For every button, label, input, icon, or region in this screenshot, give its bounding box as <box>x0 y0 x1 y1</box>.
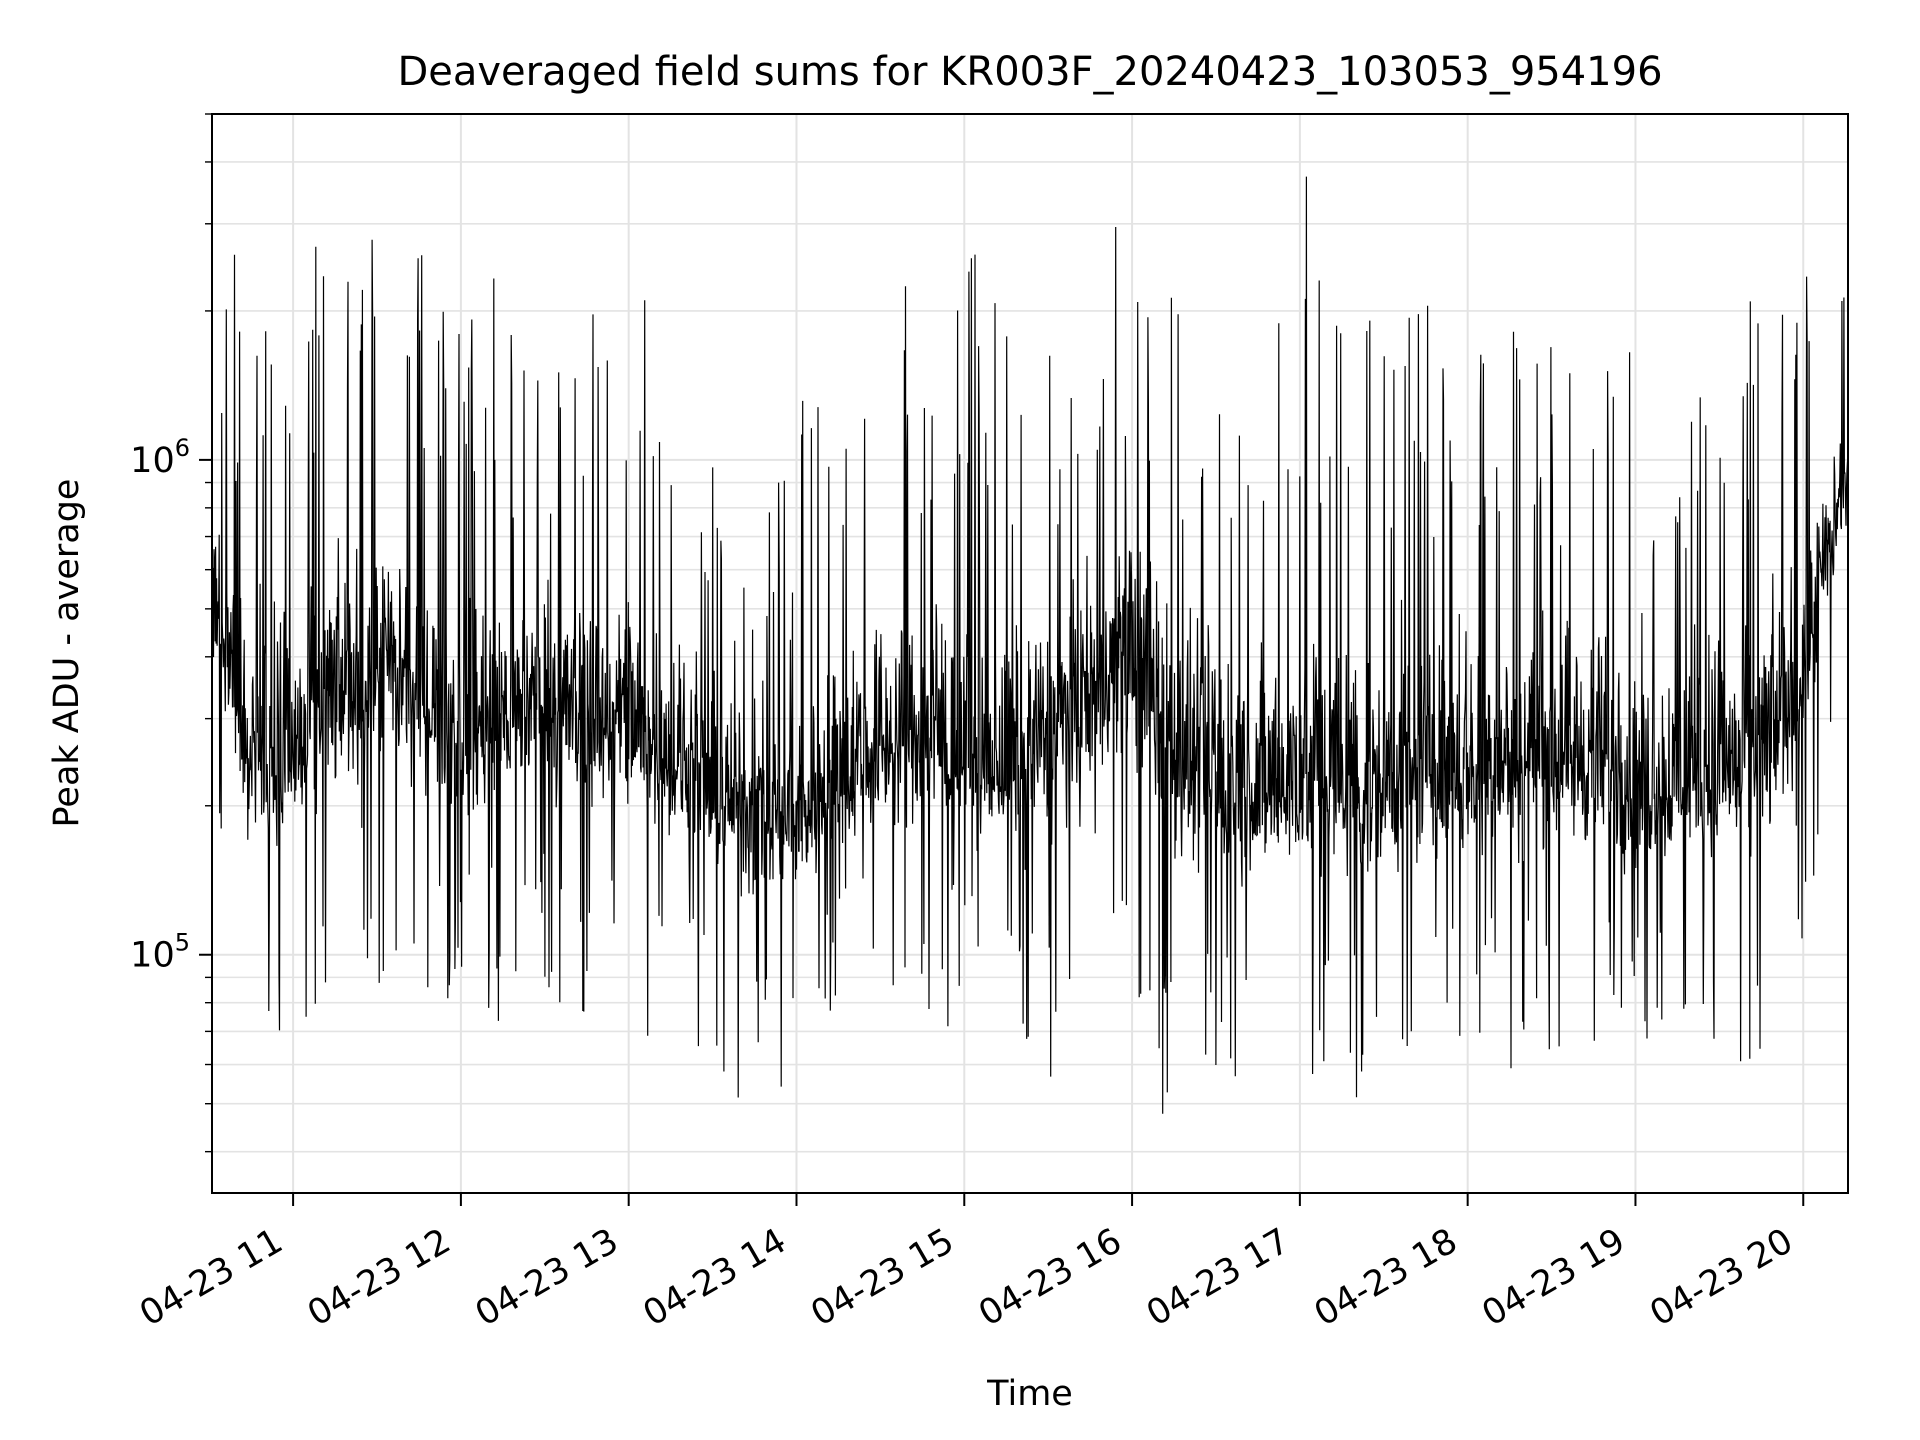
y-tick-label-1: 106 <box>130 434 190 481</box>
series-line-0 <box>211 176 1849 1114</box>
data-line <box>211 176 1849 1114</box>
plot-frame <box>211 113 1849 1194</box>
chart-title: Deaveraged field sums for KR003F_2024042… <box>397 49 1662 95</box>
y-axis-label: Peak ADU - average <box>47 479 87 828</box>
x-axis-label: Time <box>986 1374 1073 1414</box>
y-tick-label-0: 105 <box>130 929 190 976</box>
